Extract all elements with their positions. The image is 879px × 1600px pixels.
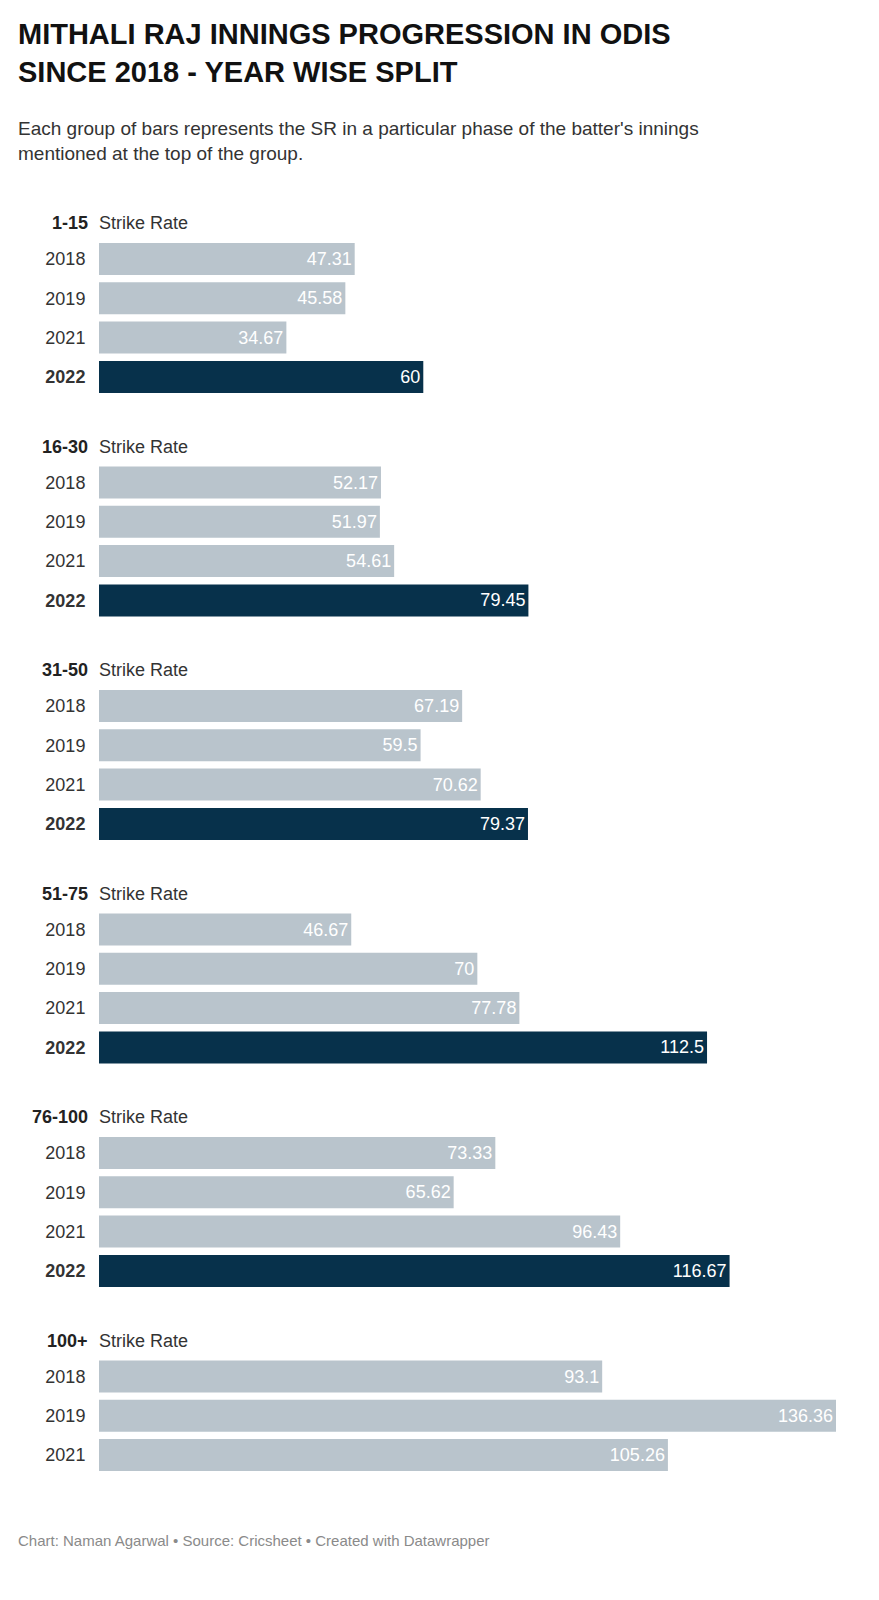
svg-text:2018: 2018	[45, 1143, 85, 1163]
svg-text:Strike Rate: Strike Rate	[99, 1107, 188, 1127]
svg-text:46.67: 46.67	[303, 920, 348, 940]
svg-text:2021: 2021	[45, 551, 85, 571]
svg-text:Strike Rate: Strike Rate	[99, 660, 188, 680]
svg-text:100+: 100+	[47, 1331, 88, 1351]
svg-text:52.17: 52.17	[333, 473, 378, 493]
svg-text:2021: 2021	[45, 1222, 85, 1242]
svg-text:2019: 2019	[45, 512, 85, 532]
svg-text:2018: 2018	[45, 1367, 85, 1387]
svg-text:45.58: 45.58	[297, 288, 342, 308]
svg-text:Each group of bars represents: Each group of bars represents the SR in …	[18, 118, 699, 164]
svg-text:2019: 2019	[45, 959, 85, 979]
svg-text:2022: 2022	[45, 367, 85, 387]
svg-text:Strike Rate: Strike Rate	[99, 437, 188, 457]
svg-text:2018: 2018	[45, 696, 85, 716]
svg-text:116.67: 116.67	[673, 1261, 727, 1281]
svg-text:2019: 2019	[45, 736, 85, 756]
svg-text:Strike Rate: Strike Rate	[99, 213, 188, 233]
svg-text:47.31: 47.31	[307, 249, 352, 269]
svg-text:65.62: 65.62	[406, 1182, 451, 1202]
svg-text:MITHALI RAJ INNINGS PROGRESSIO: MITHALI RAJ INNINGS PROGRESSION IN ODISS…	[18, 18, 671, 88]
svg-text:76-100: 76-100	[32, 1107, 88, 1127]
svg-text:2022: 2022	[45, 1261, 85, 1281]
svg-text:79.45: 79.45	[480, 590, 525, 610]
svg-text:2021: 2021	[45, 1445, 85, 1465]
svg-text:2019: 2019	[45, 289, 85, 309]
svg-text:105.26: 105.26	[610, 1445, 665, 1465]
svg-text:112.5: 112.5	[660, 1037, 704, 1057]
svg-text:Strike Rate: Strike Rate	[99, 884, 188, 904]
svg-text:2019: 2019	[45, 1406, 85, 1426]
svg-text:2018: 2018	[45, 249, 85, 269]
svg-text:51-75: 51-75	[42, 884, 88, 904]
svg-text:2019: 2019	[45, 1183, 85, 1203]
svg-text:2018: 2018	[45, 920, 85, 940]
svg-text:34.67: 34.67	[238, 328, 283, 348]
svg-text:2018: 2018	[45, 473, 85, 493]
svg-text:60: 60	[400, 367, 420, 387]
svg-text:67.19: 67.19	[414, 696, 459, 716]
svg-text:2021: 2021	[45, 775, 85, 795]
svg-text:2022: 2022	[45, 1038, 85, 1058]
svg-text:51.97: 51.97	[332, 512, 377, 532]
svg-text:70: 70	[454, 959, 474, 979]
svg-text:2022: 2022	[45, 814, 85, 834]
svg-text:31-50: 31-50	[42, 660, 88, 680]
svg-text:70.62: 70.62	[433, 775, 478, 795]
svg-text:2021: 2021	[45, 998, 85, 1018]
svg-text:Chart: Naman Agarwal • Source:: Chart: Naman Agarwal • Source: Cricsheet…	[18, 1532, 490, 1549]
svg-text:96.43: 96.43	[572, 1222, 617, 1242]
svg-text:136.36: 136.36	[778, 1406, 833, 1426]
svg-text:1-15: 1-15	[52, 213, 88, 233]
svg-text:2022: 2022	[45, 591, 85, 611]
svg-text:77.78: 77.78	[471, 998, 516, 1018]
svg-text:73.33: 73.33	[447, 1143, 492, 1163]
svg-text:2021: 2021	[45, 328, 85, 348]
svg-text:Strike Rate: Strike Rate	[99, 1331, 188, 1351]
svg-text:54.61: 54.61	[346, 551, 391, 571]
svg-text:59.5: 59.5	[383, 735, 418, 755]
svg-text:79.37: 79.37	[480, 814, 525, 834]
svg-text:16-30: 16-30	[42, 437, 88, 457]
svg-text:93.1: 93.1	[564, 1367, 599, 1387]
